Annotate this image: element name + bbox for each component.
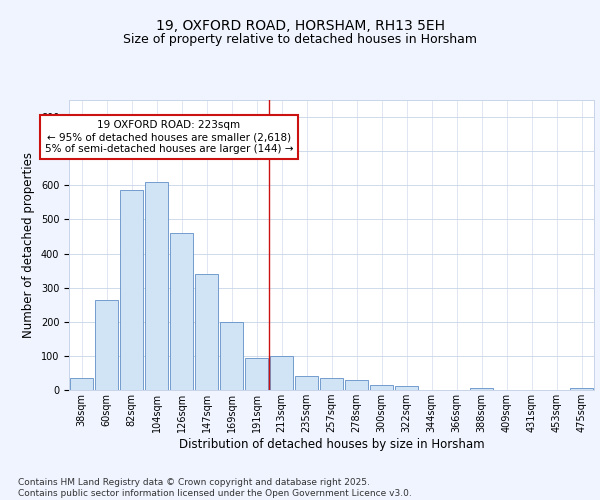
Bar [269,356,293,390]
Bar [70,378,94,390]
Bar [295,376,319,390]
Bar [194,274,218,390]
Text: Contains HM Land Registry data © Crown copyright and database right 2025.
Contai: Contains HM Land Registry data © Crown c… [18,478,412,498]
Bar [145,182,169,390]
Bar [470,388,493,390]
X-axis label: Distribution of detached houses by size in Horsham: Distribution of detached houses by size … [179,438,484,451]
Bar [119,190,143,390]
Bar [245,358,268,390]
Bar [95,300,118,390]
Bar [395,386,418,390]
Bar [170,233,193,390]
Text: 19 OXFORD ROAD: 223sqm
← 95% of detached houses are smaller (2,618)
5% of semi-d: 19 OXFORD ROAD: 223sqm ← 95% of detached… [45,120,293,154]
Text: 19, OXFORD ROAD, HORSHAM, RH13 5EH: 19, OXFORD ROAD, HORSHAM, RH13 5EH [155,19,445,33]
Bar [569,388,593,390]
Y-axis label: Number of detached properties: Number of detached properties [22,152,35,338]
Text: Size of property relative to detached houses in Horsham: Size of property relative to detached ho… [123,32,477,46]
Bar [370,385,394,390]
Bar [320,378,343,390]
Bar [344,380,368,390]
Bar [220,322,244,390]
